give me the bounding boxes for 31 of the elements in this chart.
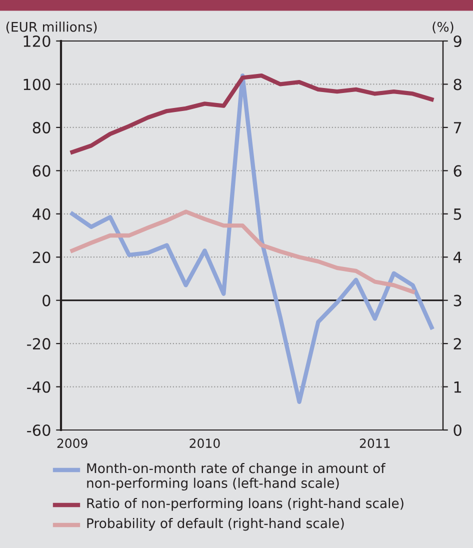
y2-tick-label: 6 (454, 165, 462, 177)
y2-tick-label: 8 (454, 78, 462, 90)
y-tick-label: -60 (27, 424, 50, 436)
y2-axis-title: (%) (432, 22, 454, 34)
y-tick-label: -40 (27, 381, 50, 393)
y2-tick-label: 0 (454, 424, 462, 436)
y-tick-label: 60 (32, 165, 50, 177)
y-tick-label: -20 (27, 338, 50, 350)
y2-tick-label: 1 (454, 381, 462, 393)
line-series (70, 73, 434, 404)
y-tick-label: 100 (24, 78, 50, 90)
y-tick-label: 0 (42, 294, 50, 306)
legend-label: Month-on-month rate of change in amount of non-performing loans (left-hand scale) (87, 463, 386, 491)
line-series (70, 73, 434, 154)
y-tick-label: 80 (32, 122, 50, 134)
x-tick-label: 2011 (360, 438, 390, 448)
y2-tick-label: 9 (454, 35, 462, 48)
line-series (70, 210, 415, 294)
y2-tick-label: 4 (453, 252, 462, 263)
y2-tick-label: 5 (454, 208, 462, 220)
x-tick-label: 2010 (190, 438, 220, 448)
y-tick-label: 120 (24, 35, 50, 48)
y2-tick-label: 7 (454, 122, 462, 134)
y-axis-title: (EUR millions) (6, 22, 97, 34)
legend-label: Probability of default (right-hand scale) (87, 518, 344, 531)
y-tick-label: 40 (32, 208, 50, 220)
y-tick-label: 20 (32, 252, 50, 264)
legend-label: Ratio of non-performing loans (right-hand scale) (87, 498, 404, 511)
y2-tick-label: 2 (454, 338, 461, 350)
y2-tick-label: 3 (454, 294, 462, 306)
x-tick-label: 2009 (57, 438, 88, 448)
